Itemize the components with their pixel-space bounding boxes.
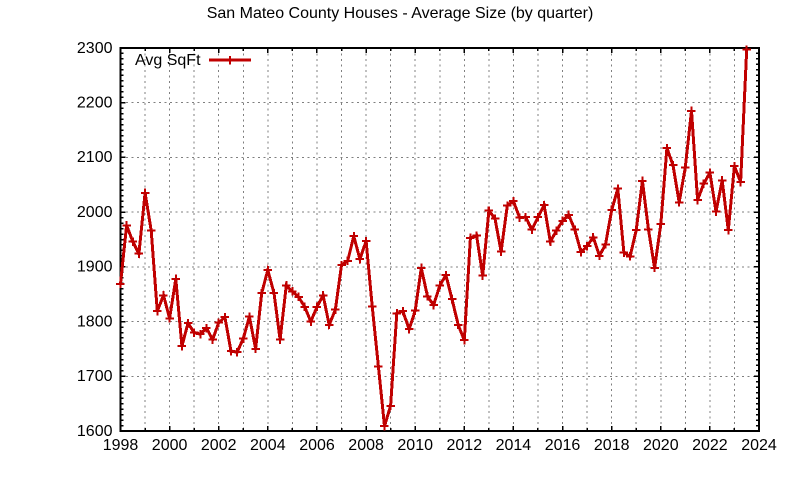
svg-text:2004: 2004 — [250, 437, 286, 454]
svg-text:1998: 1998 — [103, 437, 139, 454]
svg-text:2016: 2016 — [545, 437, 581, 454]
svg-text:2020: 2020 — [643, 437, 679, 454]
svg-text:2000: 2000 — [77, 204, 113, 221]
svg-text:1600: 1600 — [77, 423, 113, 440]
svg-text:1800: 1800 — [77, 313, 113, 330]
svg-text:2002: 2002 — [201, 437, 237, 454]
svg-text:2010: 2010 — [397, 437, 433, 454]
svg-text:2018: 2018 — [594, 437, 630, 454]
svg-text:1700: 1700 — [77, 368, 113, 385]
svg-text:2022: 2022 — [692, 437, 728, 454]
svg-text:2014: 2014 — [496, 437, 532, 454]
svg-text:1900: 1900 — [77, 259, 113, 276]
svg-text:Avg SqFt: Avg SqFt — [135, 52, 201, 69]
svg-text:2012: 2012 — [447, 437, 483, 454]
svg-text:2300: 2300 — [77, 40, 113, 57]
svg-text:2000: 2000 — [152, 437, 188, 454]
svg-text:2024: 2024 — [741, 437, 777, 454]
svg-text:2200: 2200 — [77, 95, 113, 112]
svg-text:San Mateo County Houses - Aver: San Mateo County Houses - Average Size (… — [207, 5, 594, 22]
svg-text:2006: 2006 — [299, 437, 335, 454]
svg-text:2100: 2100 — [77, 149, 113, 166]
svg-text:2008: 2008 — [348, 437, 384, 454]
